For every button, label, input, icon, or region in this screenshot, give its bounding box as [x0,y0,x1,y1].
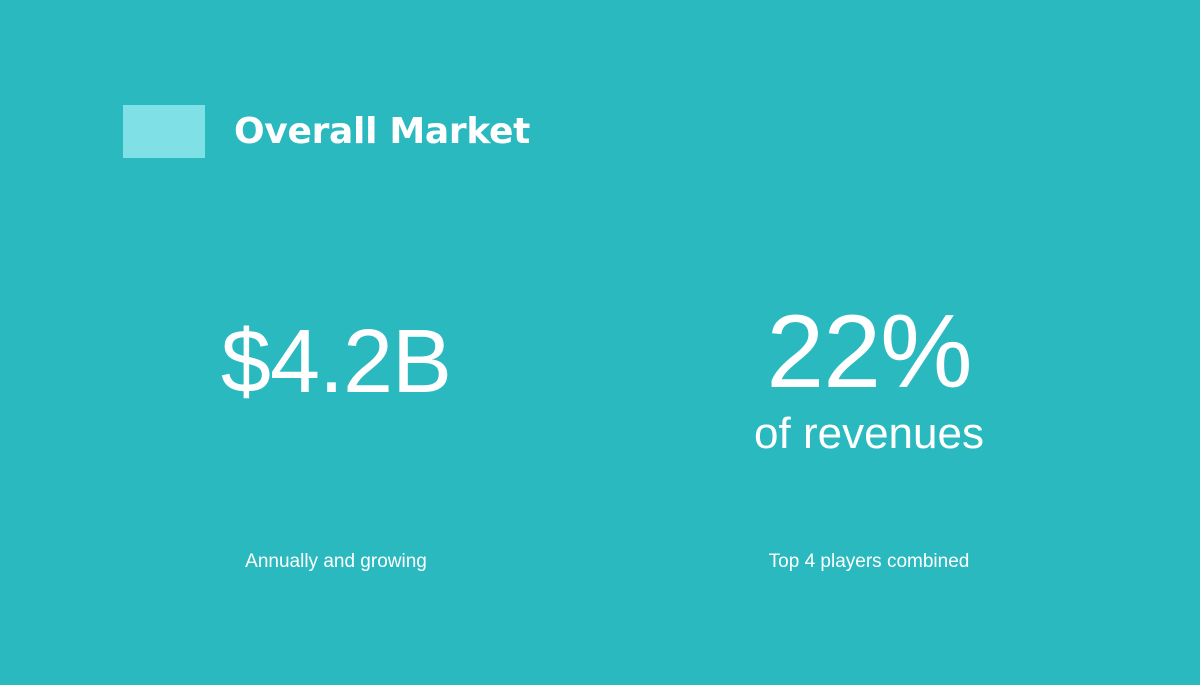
slide-title: Overall Market [234,111,531,152]
market-size-caption: Annually and growing [245,551,427,572]
revenue-share-value: 22% [766,294,972,410]
revenue-share-caption: Top 4 players combined [768,551,970,572]
title-accent-block [123,105,205,158]
revenue-share-subvalue: of revenues [754,409,984,458]
market-size-value: $4.2B [220,312,452,412]
